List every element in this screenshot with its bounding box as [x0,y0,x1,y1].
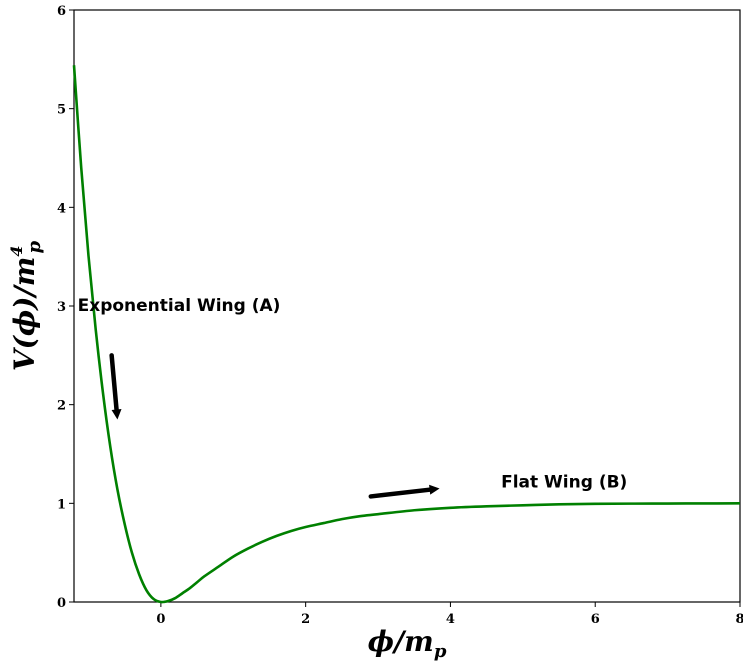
x-tick-label: 0 [156,612,165,627]
x-tick-label: 6 [591,612,600,627]
y-tick-label: 4 [57,201,66,216]
y-tick-label: 6 [57,4,66,19]
series-line [72,65,741,604]
x-axis-ticks: 0 2 4 6 8 [156,602,743,627]
annotation-label: Flat Wing (B) [501,473,627,493]
y-axis-label-sup: 4 [7,246,26,257]
annotation-arrow-head [429,484,440,495]
x-axis-label: ϕ/mp [368,625,447,662]
annotation-arrow-shaft [368,487,432,499]
x-tick-label: 4 [446,612,455,627]
x-tick-label: 8 [735,612,743,627]
y-axis-label: V(ϕ)/m4p [7,241,45,372]
y-axis-label-main: V(ϕ)/m [8,257,41,371]
series-group [72,65,741,604]
y-tick-label: 5 [57,103,66,118]
y-tick-label: 3 [57,300,66,315]
y-tick-label: 2 [57,399,66,414]
x-tick-label: 2 [301,612,310,627]
y-axis-label-sub: p [24,241,45,254]
y-tick-label: 0 [57,596,66,611]
annotation-label: Exponential Wing (A) [78,296,281,316]
y-axis-ticks: 0 1 2 3 4 5 6 [57,4,74,611]
annotation-arrow-head [111,409,122,420]
y-tick-label: 1 [57,497,66,512]
annotations-group: Exponential Wing (A) Flat Wing (B) [78,296,627,499]
x-axis-label-sub: p [434,641,447,662]
annotation-arrow-shaft [109,353,119,412]
x-axis-label-main: ϕ/m [368,625,434,658]
